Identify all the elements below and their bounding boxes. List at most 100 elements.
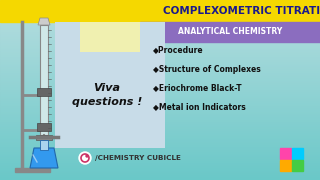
Bar	[0, 163, 320, 164]
Text: ANALYTICAL CHEMISTRY: ANALYTICAL CHEMISTRY	[178, 28, 282, 37]
Bar	[0, 136, 320, 137]
Bar	[0, 172, 320, 173]
Bar	[0, 95, 320, 96]
Bar	[0, 32, 320, 33]
Bar	[0, 81, 320, 82]
Bar	[0, 33, 320, 34]
Bar	[0, 154, 320, 155]
Bar	[0, 147, 320, 148]
Bar	[40, 25, 48, 135]
Bar	[0, 90, 320, 91]
Text: ◆Eriochrome Black-T: ◆Eriochrome Black-T	[153, 84, 242, 93]
Bar	[0, 175, 320, 176]
Bar	[0, 77, 320, 78]
Bar	[0, 70, 320, 71]
Bar	[0, 62, 320, 63]
Bar	[0, 6, 320, 7]
Bar	[0, 87, 320, 88]
Bar	[0, 82, 320, 83]
Bar	[0, 29, 320, 30]
Bar	[0, 135, 320, 136]
Bar	[0, 10, 320, 11]
Bar	[0, 126, 320, 127]
Circle shape	[79, 152, 91, 164]
Bar	[0, 159, 320, 160]
Bar	[0, 111, 320, 112]
Bar	[0, 30, 320, 31]
Bar	[0, 167, 320, 168]
Bar	[0, 36, 320, 37]
Bar	[0, 144, 320, 145]
Bar	[0, 78, 320, 79]
Bar	[0, 161, 320, 162]
Bar	[0, 137, 320, 138]
Bar	[0, 84, 320, 85]
Bar	[0, 165, 320, 166]
Bar	[0, 134, 320, 135]
Bar	[0, 61, 320, 62]
Bar	[0, 112, 320, 113]
Bar	[0, 177, 320, 178]
Bar	[40, 140, 48, 150]
Bar	[0, 150, 320, 151]
Bar	[0, 39, 320, 40]
Bar	[0, 14, 320, 15]
Bar	[0, 46, 320, 47]
Bar	[0, 73, 320, 74]
Bar	[0, 122, 320, 123]
Bar	[0, 19, 320, 20]
Bar	[0, 151, 320, 152]
Bar	[0, 54, 320, 55]
Bar	[0, 141, 320, 142]
Bar	[0, 47, 320, 48]
Bar	[0, 149, 320, 150]
Bar	[0, 125, 320, 126]
Bar	[0, 133, 320, 134]
Bar	[0, 83, 320, 84]
Bar	[0, 49, 320, 50]
Bar	[280, 160, 291, 171]
Bar	[0, 143, 320, 144]
Bar	[0, 34, 320, 35]
Bar	[0, 16, 320, 17]
Bar	[0, 65, 320, 66]
Bar	[0, 171, 320, 172]
Bar	[0, 74, 320, 75]
Bar	[0, 114, 320, 115]
Bar	[0, 37, 320, 38]
Bar	[0, 168, 320, 169]
Bar	[0, 45, 320, 46]
Bar	[0, 105, 320, 106]
Bar	[0, 109, 320, 110]
Bar	[0, 131, 320, 132]
Bar	[0, 101, 320, 102]
Bar	[0, 113, 320, 114]
Bar	[0, 59, 320, 60]
Bar	[0, 23, 320, 24]
Bar	[0, 99, 320, 100]
Bar	[0, 17, 320, 18]
Bar	[0, 0, 320, 22]
Bar	[0, 106, 320, 107]
Bar	[0, 92, 320, 93]
Bar	[0, 140, 320, 141]
Bar	[0, 96, 320, 97]
Bar	[0, 24, 320, 25]
Bar	[0, 22, 320, 23]
Bar	[0, 11, 320, 12]
Bar	[0, 18, 320, 19]
Bar	[0, 76, 320, 77]
Bar	[0, 120, 320, 121]
Bar	[0, 104, 320, 105]
Bar	[0, 21, 320, 22]
Bar	[0, 88, 320, 89]
Bar	[0, 169, 320, 170]
Bar	[0, 116, 320, 117]
Bar	[0, 121, 320, 122]
Bar	[0, 63, 320, 64]
Bar	[0, 4, 320, 5]
Bar	[0, 20, 320, 21]
Bar	[0, 118, 320, 119]
Bar	[0, 164, 320, 165]
Bar	[0, 176, 320, 177]
